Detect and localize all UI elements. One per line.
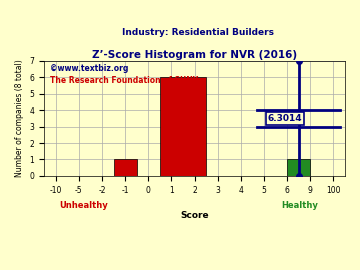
X-axis label: Score: Score xyxy=(180,211,209,220)
Bar xyxy=(160,77,206,176)
Bar xyxy=(287,160,310,176)
Y-axis label: Number of companies (8 total): Number of companies (8 total) xyxy=(15,59,24,177)
Text: 6.3014: 6.3014 xyxy=(267,114,302,123)
Text: Industry: Residential Builders: Industry: Residential Builders xyxy=(122,28,274,37)
Text: ©www.textbiz.org: ©www.textbiz.org xyxy=(50,64,129,73)
Text: Healthy: Healthy xyxy=(282,201,318,210)
Title: Z’-Score Histogram for NVR (2016): Z’-Score Histogram for NVR (2016) xyxy=(92,50,297,60)
Bar xyxy=(113,160,137,176)
Text: The Research Foundation of SUNY: The Research Foundation of SUNY xyxy=(50,76,198,85)
Text: Unhealthy: Unhealthy xyxy=(59,201,108,210)
